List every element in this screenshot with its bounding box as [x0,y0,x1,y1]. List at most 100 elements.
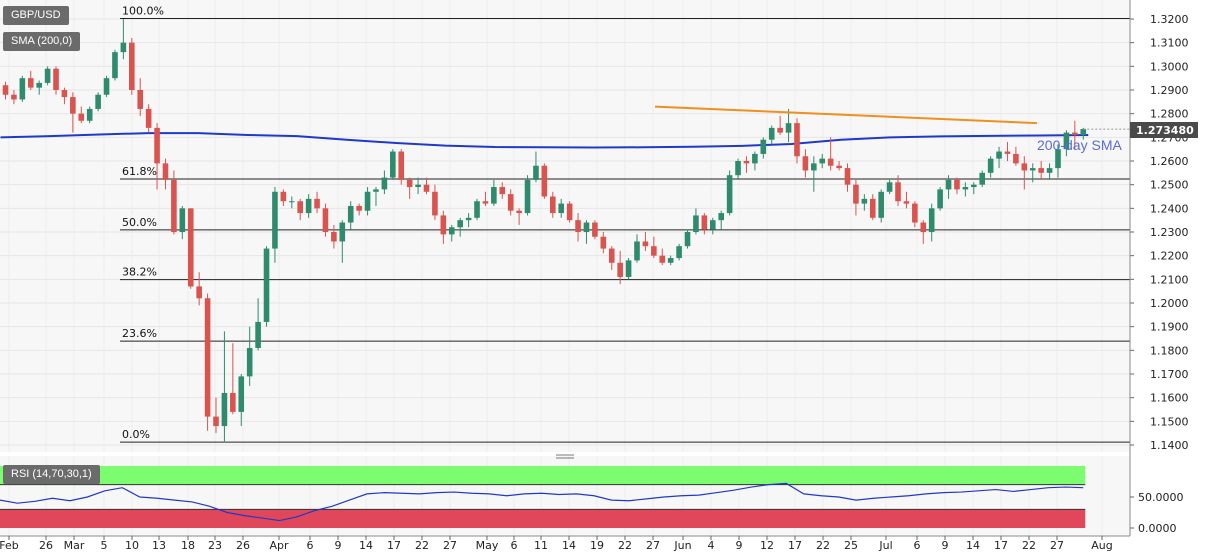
y-tick-label: 1.2500 [1150,179,1189,192]
candle-body [575,220,581,232]
indicator-tag[interactable]: SMA (200,0) [3,32,81,51]
x-tick-label: 27 [1050,539,1064,552]
candle-body [406,179,413,188]
candle-body [726,175,733,214]
candle-body [583,222,590,232]
x-tick-label: 22 [816,539,830,552]
rsi-tick-label: 0.0000 [1138,522,1177,535]
candle-body [154,127,160,164]
candle-body [331,232,337,242]
candle-body [280,191,287,202]
candle-body [777,127,783,133]
candle-body [524,179,531,214]
candle-body [457,220,463,228]
candle-body [735,161,741,176]
y-tick-label: 1.2200 [1150,250,1189,263]
candle-body [103,78,110,95]
time-axis: Feb 26 Mar 5 10 13 18 23 26 Apr 6 9 14 17 22 27 May 6 11 14… [0,535,1130,552]
candles [2,19,1087,443]
candle-body [693,215,699,232]
rsi-indicator: 50.0000 0.0000 [0,466,1184,535]
x-tick-label: 27 [646,539,660,552]
candle-body [1021,163,1028,171]
candle-body [768,127,775,140]
x-tick-label: 12 [760,539,774,552]
y-tick-label: 1.1400 [1150,439,1189,452]
candle-body [1055,149,1061,169]
x-tick-label: 25 [844,539,858,552]
candle-body [171,179,177,232]
candle-body [112,52,118,79]
x-tick-label: Jun [673,539,691,552]
x-tick-label: 14 [966,539,980,552]
fib-label: 0.0% [122,428,150,441]
candle-body [760,139,767,154]
candle-body [255,321,261,348]
candle-body [1038,168,1044,173]
candle-body [802,156,809,171]
candle-body [465,217,472,221]
candle-body [1046,168,1053,173]
rsi-overbought-zone [0,466,1086,485]
candle-body [558,203,565,214]
candle-body [659,255,666,263]
candle-body [566,203,573,221]
candle-body [356,205,362,211]
candle-body [878,191,884,218]
candle-body [962,187,969,190]
y-tick-label: 1.3200 [1150,13,1189,26]
candle-body [600,236,607,249]
candle-body [297,201,303,214]
candle-body [263,248,270,322]
x-tick-label: 26 [39,539,53,552]
candle-body [398,151,405,180]
panel-splitter[interactable] [556,454,574,459]
candle-body [44,68,51,83]
candle-body [27,78,34,88]
candle-body [272,191,278,249]
candle-body [1080,129,1087,135]
candle-body [954,179,960,190]
x-tick-label: 10 [125,539,139,552]
candle-body [895,182,901,202]
candle-body [491,187,497,204]
symbol-tag[interactable]: GBP/USD [3,6,69,25]
candle-body [482,201,489,204]
candle-body [592,222,598,237]
rsi-tag[interactable]: RSI (14,70,30,1) [3,465,100,484]
y-tick-label: 1.1800 [1150,344,1189,357]
candle-body [718,213,724,221]
candle-body [322,208,329,232]
candle-body [204,298,211,417]
x-tick-label: 9 [736,539,743,552]
candle-body [61,90,68,98]
candle-body [945,179,952,190]
candle-body [794,123,800,157]
candle-body [347,205,354,223]
x-tick-label: 22 [618,539,632,552]
fib-label: 100.0% [122,5,164,18]
candle-body [314,198,320,209]
candle-body [499,187,506,195]
fib-label: 61.8% [122,165,157,178]
x-tick-label: Feb [0,539,19,552]
candle-body [230,392,236,412]
x-tick-label: 27 [443,539,457,552]
candle-body [996,151,1002,159]
candle-body [709,220,716,230]
candle-body [364,191,371,211]
trendline [654,105,1130,130]
candle-body [541,165,548,197]
y-tick-label: 1.2100 [1150,273,1189,286]
x-tick-label: 17 [994,539,1008,552]
candle-body [432,191,438,216]
candle-body [288,201,295,203]
x-tick-label: 26 [236,539,250,552]
candle-body [381,177,388,190]
candle-body [701,215,708,230]
y-tick-label: 1.2400 [1150,202,1189,215]
candle-body [415,184,421,188]
candle-body [819,158,826,164]
candle-body [246,347,253,377]
candle-body [676,246,682,259]
